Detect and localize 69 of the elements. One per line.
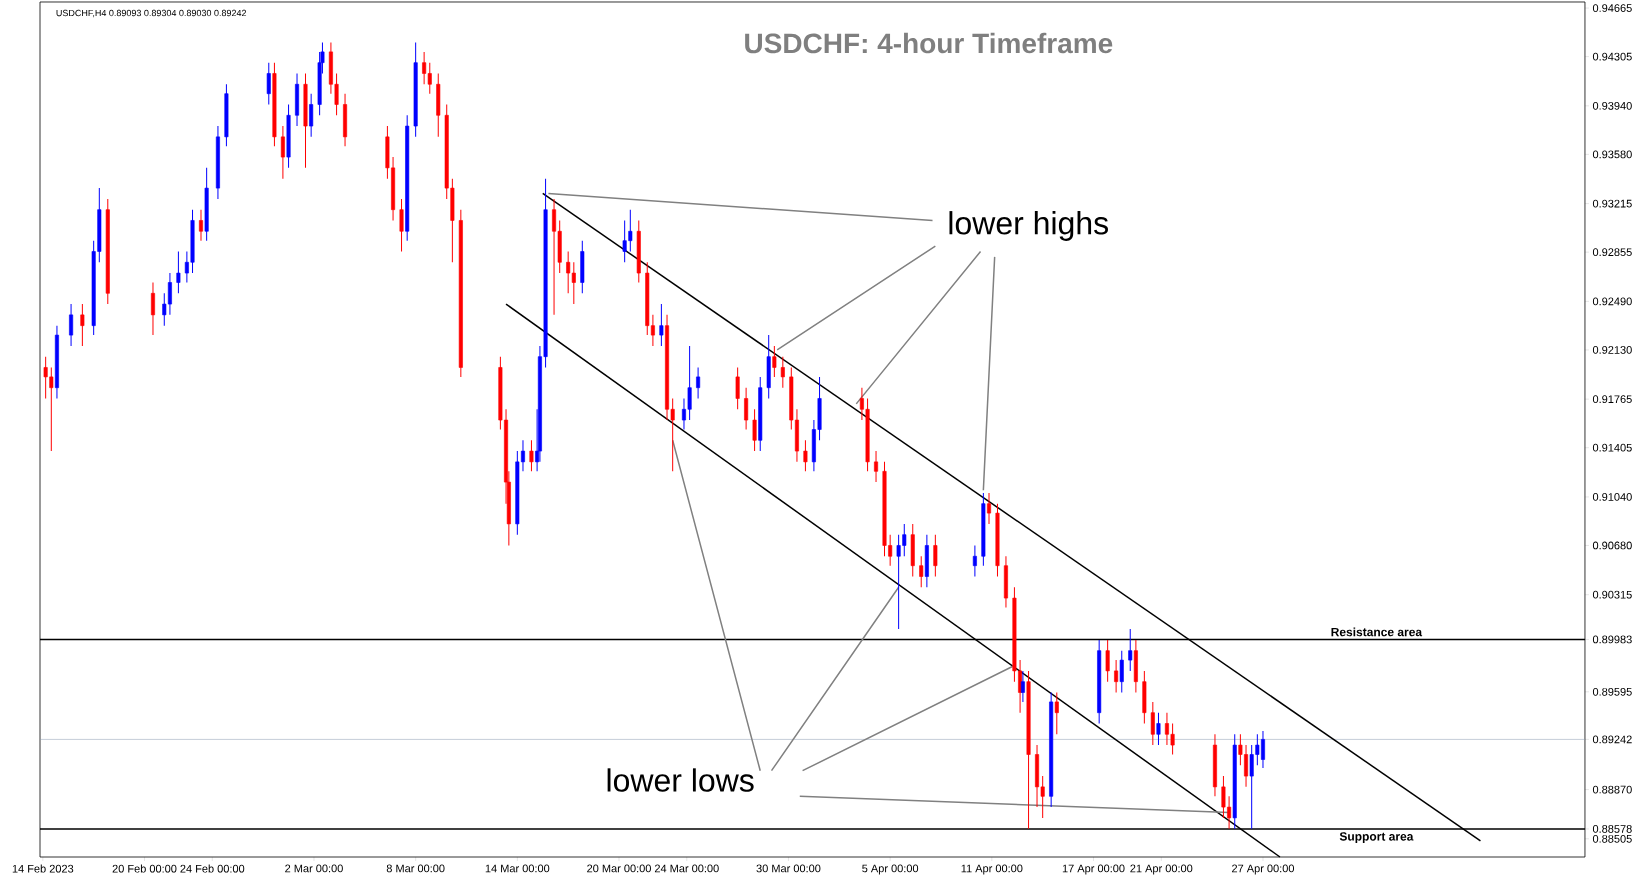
annotation: lower highs <box>949 211 1108 241</box>
candlestick <box>176 250 181 294</box>
y-tick-label: 0.88505 <box>1592 834 1632 843</box>
y-tick-label: 0.88870 <box>1592 785 1632 794</box>
candlestick <box>919 555 924 588</box>
candlestick <box>780 356 785 389</box>
candlestick <box>1128 628 1133 672</box>
candlestick <box>1150 701 1155 746</box>
candlestick <box>150 282 155 336</box>
candlestick <box>1119 650 1124 693</box>
x-tick-label: 14 Mar 00:00 <box>485 864 550 873</box>
candlestick <box>987 492 991 525</box>
annotation: lower lows <box>607 768 754 792</box>
text: USDCHF: 4-hour Timeframe <box>745 32 1113 54</box>
candlestick <box>80 303 85 347</box>
x-tick-label: 14 Feb 2023 <box>12 864 74 873</box>
candlestick <box>744 387 749 430</box>
candlestick <box>199 209 203 242</box>
candlestick <box>803 439 808 472</box>
candlestick <box>1156 712 1161 746</box>
y-tick-label: 0.93215 <box>1592 199 1632 208</box>
y-tick-label: 0.93940 <box>1592 101 1632 110</box>
candlestick <box>972 544 977 577</box>
candlestick <box>280 125 285 180</box>
candlestick <box>1105 639 1110 683</box>
x-tick-label: 20 Feb 00:00 <box>112 864 177 873</box>
x-tick-label: 20 Mar 00:00 <box>587 864 651 873</box>
candlestick <box>69 303 74 347</box>
candlestick <box>659 303 664 347</box>
candlestick <box>309 93 314 138</box>
x-tick-label: 27 Apr 00:00 <box>1232 864 1295 875</box>
y-tick-label: 0.90680 <box>1592 541 1632 550</box>
candlestick <box>772 345 777 378</box>
y-tick-label: 0.92130 <box>1592 346 1632 354</box>
y-tick-label: 0.93580 <box>1592 150 1632 159</box>
y-tick-label: 0.89983 <box>1592 635 1632 644</box>
ref-line-label: Resistance area <box>1331 627 1423 637</box>
x-tick-label: 24 Feb 00:00 <box>180 864 245 873</box>
candlestick <box>933 534 938 577</box>
x-tick-label: 2 Mar 00:00 <box>285 864 343 873</box>
candlestick <box>529 439 534 472</box>
annotation: USDCHF,H4 0.89093 0.89304 0.89030 0.89242 <box>56 9 247 18</box>
y-tick-label: 0.94305 <box>1592 52 1632 61</box>
x-tick-label: 24 Mar 00:00 <box>654 864 719 873</box>
x-tick-label: 8 Mar 00:00 <box>386 864 445 873</box>
y-tick-label: 0.91405 <box>1592 443 1632 452</box>
y-tick-label: 0.90315 <box>1592 590 1632 599</box>
y-tick-label: 0.89242 <box>1592 735 1632 744</box>
x-tick-label: 30 Mar 00:00 <box>756 864 821 873</box>
candlestick <box>752 408 757 452</box>
x-tick-label: 21 Apr 00:00 <box>1130 864 1193 875</box>
y-tick-label: 0.94665 <box>1592 4 1632 12</box>
y-tick-label: 0.92855 <box>1592 248 1632 257</box>
y-tick-label: 0.91765 <box>1592 395 1632 404</box>
candlestick <box>266 62 271 105</box>
x-tick-label: 17 Apr 00:00 <box>1062 864 1125 875</box>
candlestick <box>399 198 404 252</box>
y-tick-label: 0.88578 <box>1592 825 1632 833</box>
candlestick <box>696 366 701 399</box>
candlestick <box>1114 659 1119 693</box>
candlestick <box>874 450 879 483</box>
y-tick-label: 0.89595 <box>1592 687 1632 696</box>
y-tick-label: 0.91040 <box>1592 493 1632 501</box>
ref-line-label: Support area <box>1339 832 1414 844</box>
candlestick <box>1054 691 1059 735</box>
y-tick-label: 0.92490 <box>1592 297 1632 306</box>
x-tick-label: 11 Apr 00:00 <box>961 864 1023 875</box>
x-tick-label: 5 Apr 00:00 <box>862 864 919 875</box>
candlestick <box>735 366 740 410</box>
